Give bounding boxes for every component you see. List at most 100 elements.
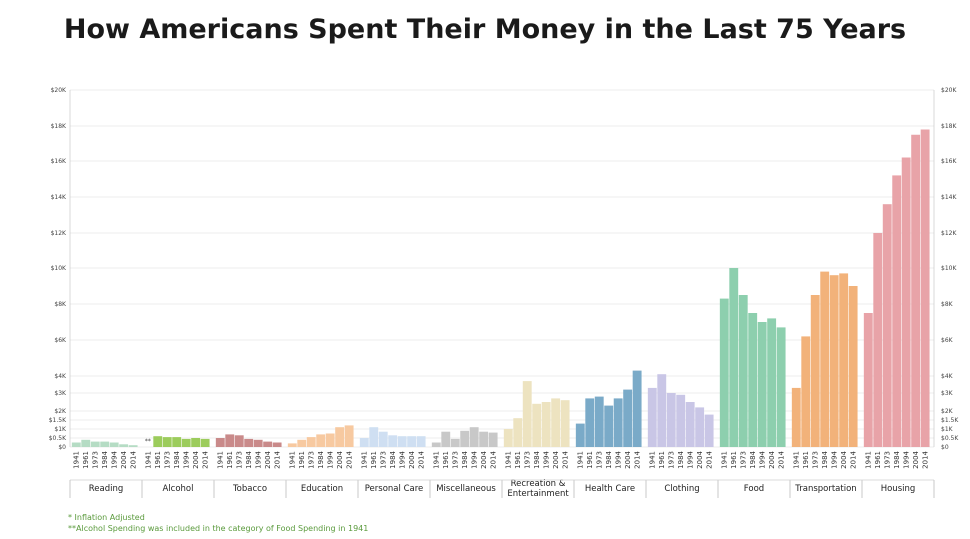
bar <box>81 439 91 447</box>
year-tick-label: 1973 <box>452 451 460 469</box>
bar <box>181 438 191 447</box>
year-tick-label: 1973 <box>308 451 316 469</box>
bar <box>244 438 254 447</box>
year-tick-label: 1973 <box>740 451 748 469</box>
year-tick-label: 1973 <box>236 451 244 469</box>
year-tick-label: 1984 <box>821 450 829 468</box>
year-tick-label: 2004 <box>120 450 128 468</box>
bar <box>488 432 498 447</box>
year-tick-label: 2014 <box>561 450 569 468</box>
year-tick-label: 1941 <box>289 451 297 469</box>
year-tick-label: 2004 <box>408 450 416 468</box>
bar <box>685 402 695 447</box>
year-tick-label: 1973 <box>812 451 820 469</box>
bar <box>748 313 758 447</box>
bar <box>551 398 561 447</box>
bar <box>316 434 326 447</box>
y-tick-label-left: $16K <box>51 158 67 165</box>
y-tick-label-left: $20K <box>51 87 67 94</box>
y-tick-label-right: $12K <box>941 230 957 237</box>
category-label-line2: Entertainment <box>507 489 569 499</box>
year-tick-label: 1941 <box>73 451 81 469</box>
bar <box>704 414 714 447</box>
category-label: Housing <box>881 484 916 494</box>
bar <box>757 322 767 447</box>
year-tick-label: 1941 <box>865 451 873 469</box>
year-tick-label: 2004 <box>768 450 776 468</box>
bar <box>215 438 225 447</box>
y-tick-label-right: $0.5K <box>941 435 959 442</box>
year-tick-label: 1941 <box>361 451 369 469</box>
gridlines <box>70 89 934 448</box>
year-tick-label: 2014 <box>489 450 497 468</box>
year-tick-label: 2004 <box>552 450 560 468</box>
year-tick-label: 1961 <box>370 451 378 469</box>
year-tick-label: 1984 <box>749 450 757 468</box>
bar <box>920 129 930 447</box>
category-label: Health Care <box>585 484 635 494</box>
bar <box>532 403 542 447</box>
y-tick-label-left: $8K <box>54 301 67 308</box>
bar <box>560 400 570 447</box>
y-tick-label-right: $6K <box>941 337 954 344</box>
y-tick-label-right: $8K <box>941 301 954 308</box>
year-tick-label: 1973 <box>668 451 676 469</box>
year-tick-label: 1994 <box>182 450 190 468</box>
year-tick-label: 1994 <box>110 450 118 468</box>
y-axis-right: $0 $0.5K $1K $1.5K $2K $3K $4K $6K $8K $10K $12K $1… <box>933 87 959 451</box>
bar <box>90 441 100 447</box>
year-tick-label: 1961 <box>298 451 306 469</box>
year-tick-label: 1994 <box>542 450 550 468</box>
year-tick-label: 1994 <box>686 450 694 468</box>
bar <box>820 271 830 447</box>
bar <box>172 437 182 447</box>
year-tick-label: 1994 <box>470 450 478 468</box>
bar <box>719 298 729 447</box>
year-tick-label: 2004 <box>912 450 920 468</box>
y-tick-label-right: $18K <box>941 123 957 130</box>
bar <box>810 295 820 447</box>
y-tick-label-left: $4K <box>54 373 67 380</box>
bar <box>272 442 282 447</box>
bar <box>829 275 839 447</box>
year-tick-label: 2004 <box>840 450 848 468</box>
category-label: Reading <box>89 484 124 494</box>
year-tick-label: 1994 <box>398 450 406 468</box>
y-tick-label-right: $4K <box>941 373 954 380</box>
bar <box>335 427 345 447</box>
year-tick-label: 1994 <box>758 450 766 468</box>
bar <box>911 134 921 447</box>
category-label: Food <box>744 484 764 494</box>
y-tick-label-left: $12K <box>51 230 67 237</box>
year-tick-label: 1984 <box>533 450 541 468</box>
year-tick-label: 2014 <box>777 450 785 468</box>
category-label-line1: Recreation & <box>511 479 566 489</box>
year-tick-label: 1984 <box>605 450 613 468</box>
bar <box>623 389 633 447</box>
y-tick-label-left: $2K <box>54 408 67 415</box>
bar <box>128 445 138 447</box>
year-tick-label: 2014 <box>633 450 641 468</box>
bar <box>200 438 210 447</box>
year-tick-label: 1961 <box>586 451 594 469</box>
year-tick-label: 1941 <box>505 451 513 469</box>
y-tick-label-right: $2K <box>941 408 954 415</box>
year-tick-label: 1973 <box>92 451 100 469</box>
category-label: Education <box>301 484 343 494</box>
bar <box>632 370 642 447</box>
y-tick-label-left: $18K <box>51 123 67 130</box>
footnote-alcohol: **Alcohol Spending was included in the c… <box>68 524 369 533</box>
bar <box>892 175 902 447</box>
bar <box>676 394 686 447</box>
y-tick-label-left: $14K <box>51 194 67 201</box>
bar <box>776 327 786 447</box>
year-tick-label: 1984 <box>101 450 109 468</box>
year-tick-label: 1961 <box>658 451 666 469</box>
y-tick-label-right: $14K <box>941 194 957 201</box>
year-tick-label: 1984 <box>677 450 685 468</box>
missing-data-marker: ** <box>145 438 151 445</box>
y-tick-label-right: $20K <box>941 87 957 94</box>
year-tick-label: 2004 <box>336 450 344 468</box>
year-tick-label: 2014 <box>849 450 857 468</box>
bar <box>848 286 858 447</box>
